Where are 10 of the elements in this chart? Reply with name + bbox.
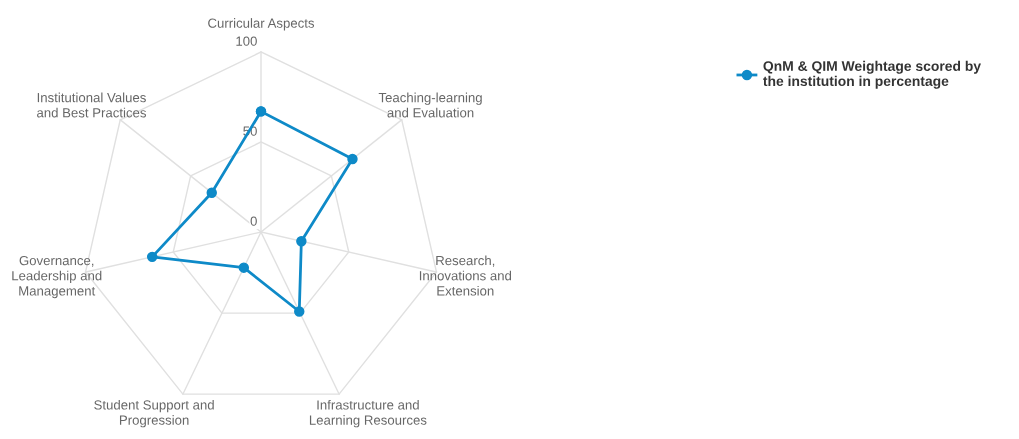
spoke-label: Institutional Values and Best Practices [37,92,146,118]
legend-label: QnM & QIM Weightage scored by the institution in percentage [763,60,981,89]
y-tick-label: 100 [236,36,257,46]
y-tick-label: 0 [250,216,257,226]
spoke-label: Curricular Aspects [208,18,315,31]
spoke-label: Teaching-learning and Evaluation [378,92,482,118]
spoke-label: Infrastructure and Learning Resources [309,399,427,428]
spoke-label: Governance, Leadership and Management [12,255,102,299]
spoke-label: Student Support and Progression [94,399,214,428]
spoke-label: Research, Innovations and Extension [419,255,512,296]
